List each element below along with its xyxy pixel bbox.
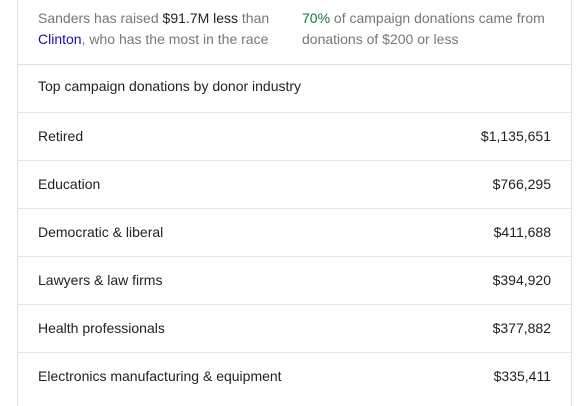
separator [18,64,571,65]
stat: Sanders has raised $91.7M less than Clint… [38,8,283,50]
row-label: Lawyers & law firms [38,272,163,288]
card: Sanders has raised $91.7M less than Clint… [17,0,572,406]
row-value: $335,411 [493,368,551,384]
highlight: 70% [302,10,331,26]
text: Sanders has raised [38,10,159,26]
row-value: $766,295 [492,176,551,192]
table-row: Lawyers & law firms $394,920 [18,256,571,305]
text: of campaign donations came from donation… [302,10,545,47]
text: than [241,10,270,26]
row-label: Electronics manufacturing & equipment [38,368,282,384]
row-label: Health professionals [38,320,165,336]
link[interactable]: Clinton [38,31,82,47]
row-value: $411,688 [493,224,551,240]
table-row: Health professionals $377,882 [18,304,571,353]
row-label: Retired [38,128,84,144]
table-row: Electronics manufacturing & equipment $33… [18,352,571,401]
table-title: Top campaign donations by donor industry [38,78,302,94]
row-value: $1,135,651 [480,128,551,144]
row-label: Democratic & liberal [38,224,164,240]
table-row: Democratic & liberal $411,688 [18,208,571,257]
row-value: $377,882 [492,320,551,336]
text: , who has the most in the race [81,31,269,47]
stat: 70% of campaign donations came from dona… [302,8,562,50]
table-row: Retired $1,135,651 [18,112,571,161]
row-value: $394,920 [492,272,551,288]
row-label: Education [38,176,101,192]
table-row: Education $766,295 [18,160,571,209]
highlight: $91.7M less [162,10,239,26]
